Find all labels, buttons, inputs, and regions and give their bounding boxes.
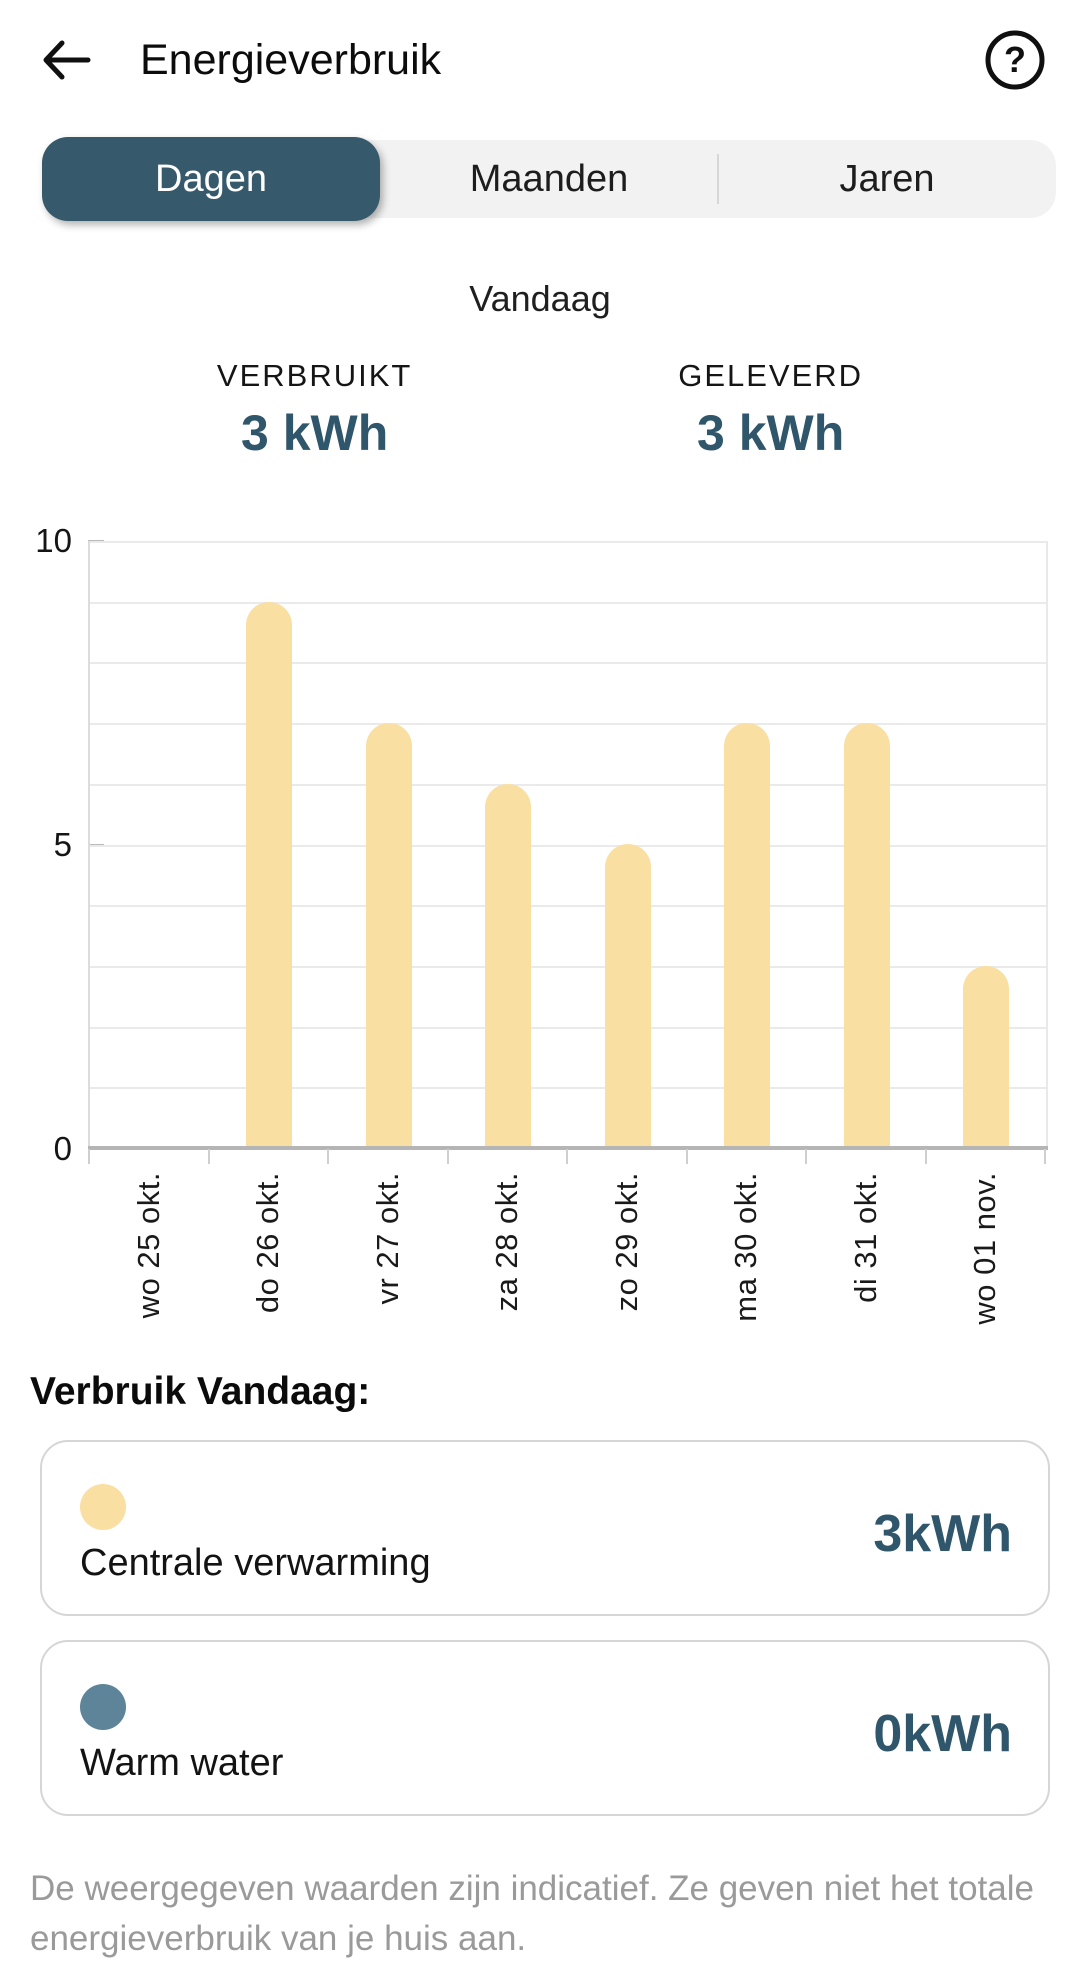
stat-verbruikt-value: 3 kWh — [241, 405, 389, 461]
x-axis-tick — [925, 1149, 927, 1164]
tab-maanden[interactable]: Maanden — [380, 140, 718, 218]
tab-jaren[interactable]: Jaren — [718, 140, 1056, 218]
gridline — [90, 966, 1046, 968]
x-axis-label: wo 25 okt. — [131, 1172, 166, 1319]
bar-do-26-okt[interactable] — [246, 602, 292, 1148]
bar-di-31-okt[interactable] — [844, 723, 890, 1148]
back-button[interactable] — [38, 34, 94, 86]
legend-card-warm-water[interactable]: Warm water 0kWh — [40, 1640, 1050, 1816]
x-axis-label: ma 30 okt. — [728, 1172, 763, 1322]
y-axis-label-10: 10 — [35, 522, 72, 559]
gridline — [90, 602, 1046, 604]
legend-heading: Verbruik Vandaag: — [30, 1370, 371, 1413]
gridline — [90, 1027, 1046, 1029]
x-axis-tick — [208, 1149, 210, 1164]
x-axis-label: za 28 okt. — [489, 1172, 524, 1312]
gridline — [90, 905, 1046, 907]
x-axis-tick — [805, 1149, 807, 1164]
x-axis-tick — [327, 1149, 329, 1164]
stat-verbruikt-label: VERBRUIKT — [216, 358, 413, 393]
chart-plot — [88, 541, 1048, 1150]
period-label: Vandaag — [469, 278, 611, 319]
gridline — [90, 541, 1046, 543]
stat-geleverd-value: 3 kWh — [697, 405, 845, 461]
legend-item-name: Warm water — [80, 1742, 284, 1784]
gridline — [90, 723, 1046, 725]
legend-card-centrale-verwarming[interactable]: Centrale verwarming 3kWh — [40, 1440, 1050, 1616]
x-axis-label: do 26 okt. — [250, 1172, 285, 1314]
stat-verbruikt: VERBRUIKT 3 kWh — [217, 358, 412, 462]
tab-divider — [716, 154, 719, 204]
legend-item-value: 3kWh — [873, 1505, 1012, 1563]
x-axis-tick — [1044, 1149, 1046, 1164]
y-axis-label-0: 0 — [53, 1130, 72, 1167]
bar-chart: 10 5 0 wo 25 okt. do 26 okt. vr 27 okt. za … — [0, 518, 1080, 1330]
disclaimer-text: De weergegeven waarden zijn indicatief. … — [30, 1869, 1034, 1959]
x-axis-label: vr 27 okt. — [370, 1172, 405, 1305]
tab-dagen[interactable]: Dagen — [42, 137, 380, 221]
x-axis-tick — [566, 1149, 568, 1164]
stat-geleverd: GELEVERD 3 kWh — [678, 358, 863, 462]
x-axis-label: zo 29 okt. — [609, 1172, 644, 1312]
x-axis-tick — [686, 1149, 688, 1164]
centrale-verwarming-color-dot — [80, 1484, 126, 1530]
period-tabs: Dagen Maanden Jaren — [42, 137, 1056, 221]
legend-item-value: 0kWh — [873, 1705, 1012, 1763]
question-mark-icon: ? — [985, 30, 1045, 90]
warm-water-color-dot — [80, 1684, 126, 1730]
help-button[interactable]: ? — [984, 29, 1046, 91]
bar-ma-30-okt[interactable] — [724, 723, 770, 1148]
arrow-left-icon — [43, 40, 91, 80]
x-axis-label: wo 01 nov. — [967, 1172, 1002, 1325]
x-axis-tick — [88, 1149, 90, 1164]
x-axis-tick — [447, 1149, 449, 1164]
bar-za-28-okt[interactable] — [485, 784, 531, 1148]
y-axis-label-5: 5 — [53, 826, 72, 863]
bar-vr-27-okt[interactable] — [366, 723, 412, 1148]
bar-zo-29-okt[interactable] — [605, 844, 651, 1148]
stats-row: VERBRUIKT 3 kWh GELEVERD 3 kWh — [84, 358, 996, 462]
gridline — [90, 1087, 1046, 1089]
svg-text:?: ? — [1004, 39, 1026, 80]
gridline — [90, 845, 1046, 847]
bar-wo-01-nov[interactable] — [963, 966, 1009, 1148]
gridline — [90, 662, 1046, 664]
legend-item-name: Centrale verwarming — [80, 1542, 431, 1584]
header: Energieverbruik ? — [0, 0, 1080, 96]
gridline — [90, 784, 1046, 786]
stat-geleverd-label: GELEVERD — [678, 358, 864, 393]
page-title: Energieverbruik — [140, 35, 442, 84]
x-axis-label: di 31 okt. — [848, 1172, 883, 1303]
